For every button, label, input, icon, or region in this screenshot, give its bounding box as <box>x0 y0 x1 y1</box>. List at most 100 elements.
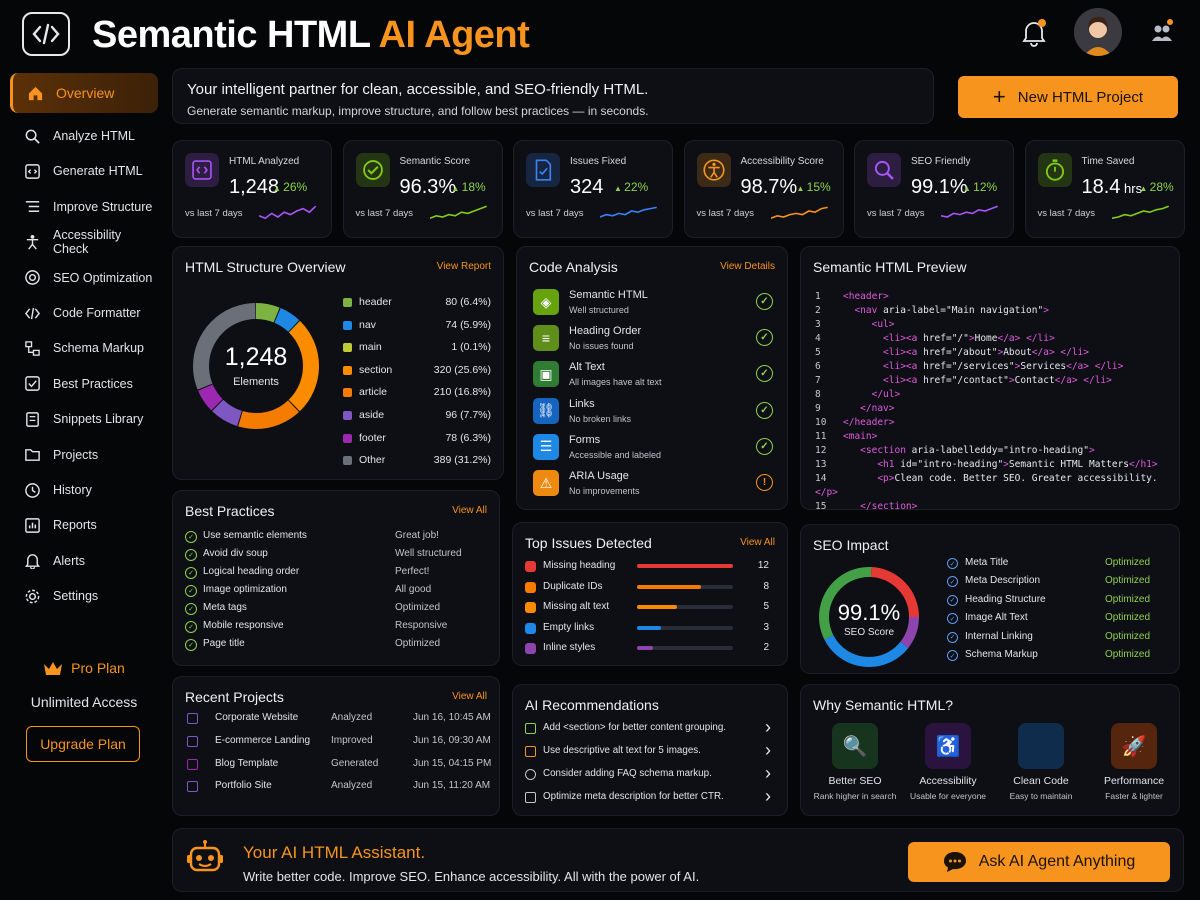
project-name[interactable]: Corporate Website <box>215 712 299 723</box>
analysis-status: No broken links <box>569 413 632 424</box>
code-text: </header> <box>843 417 895 428</box>
ask-ai-agent-button[interactable]: Ask AI Agent Anything <box>908 842 1170 882</box>
sidebar-item-label: Reports <box>53 518 97 533</box>
sidebar-item-schema-markup[interactable]: Schema Markup <box>10 332 158 364</box>
code-line: 8 </ul> <box>815 389 901 400</box>
project-icon <box>187 735 198 747</box>
folder-icon <box>25 449 40 461</box>
analysis-status: Well structured <box>569 305 629 315</box>
chevron-right-icon[interactable]: › <box>765 717 771 737</box>
recommendation-text[interactable]: Consider adding FAQ schema markup. <box>543 768 712 779</box>
recent-projects-card: Recent Projects View All Corporate Websi… <box>172 676 500 816</box>
schema-icon <box>25 341 40 356</box>
new-html-project-button[interactable]: + New HTML Project <box>958 76 1178 118</box>
check-circle-icon: ✓ <box>185 549 197 561</box>
project-date: Jun 15, 04:15 PM <box>413 757 492 769</box>
code-text: <nav aria-label="Main navigation"> <box>854 305 1049 316</box>
legend-label: section <box>359 363 393 376</box>
chevron-right-icon[interactable]: › <box>765 786 771 806</box>
seo-item-icon: ✓ <box>947 631 958 643</box>
practice-status: Optimized <box>395 602 441 613</box>
sidebar-item-analyze-html[interactable]: Analyze HTML <box>10 120 158 152</box>
section-icon <box>525 723 536 734</box>
issue-bar <box>637 625 661 630</box>
stat-label: Issues Fixed <box>570 156 627 167</box>
view-report-link[interactable]: View Report <box>436 261 491 272</box>
sidebar-item-seo-optimization[interactable]: SEO Optimization <box>10 262 158 294</box>
sidebar-item-best-practices[interactable]: Best Practices <box>10 368 158 400</box>
app-title: Semantic HTML AI Agent <box>92 14 530 56</box>
app-logo-icon <box>22 12 70 56</box>
view-details-link[interactable]: View Details <box>720 261 775 272</box>
code-line: 11 <main> <box>815 431 878 442</box>
best-practices-view-all-link[interactable]: View All <box>452 505 487 516</box>
chevron-right-icon[interactable]: › <box>765 740 771 760</box>
top-issues-title: Top Issues Detected <box>525 535 652 551</box>
snippets-icon <box>26 411 39 427</box>
code-line: 5 <li><a href="/about">About</a> </li> <box>815 347 1089 358</box>
legend-value: 96 (7.7%) <box>445 409 491 421</box>
check-circle-icon: ✓ <box>756 293 773 310</box>
code-text: <header> <box>843 291 889 302</box>
code-text: <h1 id="intro-heading">Semantic HTML Mat… <box>877 459 1158 470</box>
structure-total-label: Elements <box>233 376 279 388</box>
code-text: </section> <box>860 501 918 512</box>
recommendation-text[interactable]: Optimize meta description for better CTR… <box>543 791 724 802</box>
stat-card-seo-friendly: SEO Friendly 99.1% ▲ 12% vs last 7 days <box>854 140 1014 238</box>
recent-projects-view-all-link[interactable]: View All <box>452 691 487 702</box>
why-title: Why Semantic HTML? <box>813 697 954 713</box>
check-circle-icon: ✓ <box>756 329 773 347</box>
legend-swatch <box>343 365 352 375</box>
sidebar-item-snippets-library[interactable]: Snippets Library <box>10 403 158 435</box>
sidebar-item-projects[interactable]: Projects <box>10 439 158 471</box>
project-date: Jun 16, 10:45 AM <box>413 712 491 723</box>
top-issues-view-all-link[interactable]: View All <box>740 537 775 548</box>
banner-line-2: Generate semantic markup, improve struct… <box>187 104 649 118</box>
ai-recommendations-card: AI Recommendations Add <section> for bet… <box>512 684 788 816</box>
sidebar-item-alerts[interactable]: Alerts <box>10 545 158 577</box>
sidebar-item-label: Improve Structure <box>53 199 153 214</box>
recommendation-text[interactable]: Use descriptive alt text for 5 images. <box>543 745 701 756</box>
seo-item-status: Optimized <box>1105 593 1151 605</box>
checklist-icon <box>25 376 40 392</box>
code-text: <li><a href="/">Home</a> </li> <box>883 333 1055 344</box>
top-issues-card: Top Issues Detected View All Missing hea… <box>512 522 788 666</box>
code-line: 2 <nav aria-label="Main navigation"> <box>815 305 1049 316</box>
project-icon <box>187 781 198 793</box>
project-name[interactable]: E-commerce Landing <box>215 734 311 746</box>
check-circle-icon <box>355 153 390 187</box>
chevron-right-icon[interactable]: › <box>765 763 771 783</box>
legend-label: nav <box>359 318 376 331</box>
code-icon <box>1018 723 1064 769</box>
practice-name: Avoid div soup <box>203 548 268 559</box>
legend-swatch <box>343 433 352 443</box>
seo-score-ring <box>819 567 919 667</box>
heading-icon: ≡ <box>533 325 559 352</box>
code-line: 10 </header> <box>815 417 895 428</box>
project-name[interactable]: Portfolio Site <box>215 780 272 792</box>
sidebar-item-improve-structure[interactable]: Improve Structure <box>10 191 158 223</box>
sidebar-item-code-formatter[interactable]: Code Formatter <box>10 297 158 329</box>
donut-slice-article <box>193 303 319 429</box>
sidebar-item-reports[interactable]: Reports <box>10 509 158 541</box>
users-icon[interactable] <box>1148 18 1176 51</box>
sidebar-item-generate-html[interactable]: Generate HTML <box>10 155 158 187</box>
bell-icon[interactable] <box>1020 18 1048 53</box>
seo-item-name: Heading Structure <box>965 593 1046 605</box>
accessibility-icon: ♿ <box>925 723 971 769</box>
avatar[interactable] <box>1074 8 1122 56</box>
recommendation-text[interactable]: Add <section> for better content groupin… <box>543 722 726 733</box>
legend-value: 80 (6.4%) <box>445 296 491 308</box>
project-name[interactable]: Blog Template <box>215 757 279 769</box>
upgrade-plan-button[interactable]: Upgrade Plan <box>26 726 140 762</box>
sidebar-item-settings[interactable]: Settings <box>10 580 158 612</box>
image-icon: ▣ <box>533 361 559 388</box>
arrow-up-icon: ▲ <box>796 184 807 193</box>
pro-plan-subtitle: Unlimited Access <box>30 694 138 710</box>
sidebar-item-accessibility-check[interactable]: Accessibility Check <box>10 226 158 258</box>
sidebar-item-overview[interactable]: Overview <box>10 73 158 113</box>
stat-card-semantic-score: Semantic Score 96.3% ▲ 18% vs last 7 days <box>342 140 503 238</box>
sidebar-item-history[interactable]: History <box>10 474 158 506</box>
structure-total: 1,248 <box>224 343 288 371</box>
legend-value: 1 (0.1%) <box>451 341 491 354</box>
